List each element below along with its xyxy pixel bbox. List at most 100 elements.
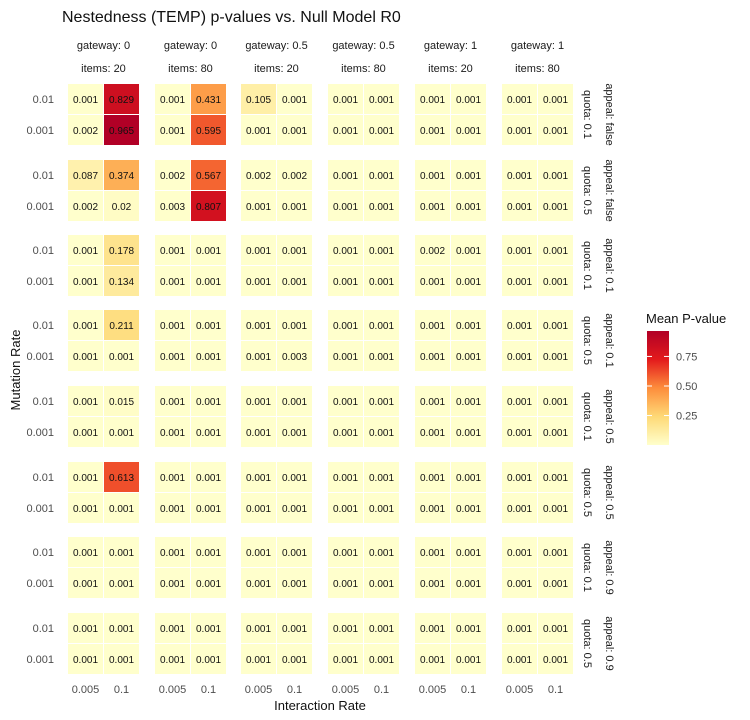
- heatmap-cell: [328, 160, 363, 190]
- cell-label: 0.001: [160, 428, 185, 439]
- heatmap-cell: [191, 462, 226, 492]
- heatmap-cell: [241, 310, 276, 340]
- cell-label: 0.001: [246, 548, 271, 559]
- cell-label: 0.001: [456, 202, 481, 213]
- facet-panel: 0.001 0.001 0.001 0.001: [328, 235, 399, 296]
- heatmap-cell: [155, 537, 190, 567]
- cell-label: 0.001: [282, 624, 307, 635]
- heatmap-cell: [155, 644, 190, 674]
- cell-label: 0.001: [73, 246, 98, 257]
- x-tick-label: 0.005: [506, 684, 534, 696]
- heatmap-cell: [364, 84, 399, 114]
- heatmap-cell: [241, 568, 276, 598]
- heatmap-cell: [502, 644, 537, 674]
- heatmap-cell: [277, 191, 312, 221]
- facet-panel: 0.001 0.001 0.001 0.001: [502, 462, 573, 523]
- y-tick-label: 0.01: [33, 472, 54, 484]
- heatmap-cell: [104, 386, 139, 416]
- heatmap-cell: [364, 613, 399, 643]
- facet-panel: 0.001 0.001 0.001 0.001: [241, 235, 312, 296]
- heatmap-cell: [241, 160, 276, 190]
- cell-label: 0.829: [109, 95, 134, 106]
- heatmap-cell: [328, 310, 363, 340]
- cell-label: 0.001: [543, 171, 568, 182]
- heatmap-cell: [538, 310, 573, 340]
- cell-label: 0.001: [507, 171, 532, 182]
- cell-label: 0.001: [160, 579, 185, 590]
- facet-panel: 0.001 0.001 0.001 0.001: [415, 462, 486, 523]
- cell-label: 0.002: [246, 171, 271, 182]
- heatmap-cell: [538, 115, 573, 145]
- cell-label: 0.001: [507, 321, 532, 332]
- heatmap-cell: [538, 341, 573, 371]
- cell-label: 0.105: [246, 95, 271, 106]
- x-tick-label: 0.1: [374, 684, 389, 696]
- heatmap-cell: [502, 417, 537, 447]
- legend-tick-label: 0.50: [676, 381, 697, 393]
- cell-label: 0.001: [196, 428, 221, 439]
- cell-label: 0.001: [333, 277, 358, 288]
- heatmap-cell: [68, 310, 103, 340]
- x-axis-title: Interaction Rate: [274, 698, 366, 713]
- x-tick-label: 0.1: [287, 684, 302, 696]
- heatmap-cell: [364, 341, 399, 371]
- cell-label: 0.001: [543, 579, 568, 590]
- heatmap-cell: [191, 310, 226, 340]
- heatmap-cell: [68, 493, 103, 523]
- y-tick-label: 0.01: [33, 396, 54, 408]
- cell-label: 0.001: [73, 352, 98, 363]
- cell-label: 0.001: [507, 352, 532, 363]
- cell-label: 0.001: [543, 624, 568, 635]
- heatmap-cell: [364, 160, 399, 190]
- cell-label: 0.001: [456, 352, 481, 363]
- cell-label: 0.001: [543, 202, 568, 213]
- facet-panel: 0.001 0.178 0.001 0.134: [68, 235, 139, 296]
- heatmap-cell: [277, 613, 312, 643]
- cell-label: 0.001: [333, 428, 358, 439]
- heatmap-cell: [538, 191, 573, 221]
- x-tick-label: 0.005: [245, 684, 273, 696]
- cell-label: 0.001: [109, 655, 134, 666]
- cell-label: 0.001: [196, 246, 221, 257]
- cell-label: 0.613: [109, 473, 134, 484]
- heatmap-cell: [191, 644, 226, 674]
- cell-label: 0.001: [543, 95, 568, 106]
- cell-label: 0.001: [543, 126, 568, 137]
- heatmap-cell: [191, 191, 226, 221]
- cell-label: 0.001: [282, 202, 307, 213]
- heatmap-cell: [415, 115, 450, 145]
- heatmap-cell: [415, 568, 450, 598]
- heatmap-cell: [538, 84, 573, 114]
- strip-label-quota: quota: 0.5: [581, 619, 593, 668]
- cell-label: 0.001: [507, 126, 532, 137]
- heatmap-cell: [104, 644, 139, 674]
- heatmap-cell: [451, 462, 486, 492]
- heatmap-cell: [502, 160, 537, 190]
- strip-label-gateway: gateway: 0.5: [245, 40, 307, 52]
- heatmap-cell: [241, 191, 276, 221]
- cell-label: 0.595: [196, 126, 221, 137]
- heatmap-cell: [502, 266, 537, 296]
- cell-label: 0.001: [507, 473, 532, 484]
- cell-label: 0.001: [73, 655, 98, 666]
- cell-label: 0.001: [160, 352, 185, 363]
- heatmap-cell: [364, 417, 399, 447]
- facet-panel: 0.001 0.001 0.001 0.001: [68, 613, 139, 674]
- facet-panel: 0.001 0.001 0.001 0.001: [241, 462, 312, 523]
- cell-label: 0.001: [282, 655, 307, 666]
- heatmap-cell: [241, 386, 276, 416]
- cell-label: 0.001: [160, 548, 185, 559]
- heatmap-cell: [415, 417, 450, 447]
- cell-label: 0.001: [282, 428, 307, 439]
- heatmap-cell: [191, 341, 226, 371]
- heatmap-cell: [328, 191, 363, 221]
- facet-panel: 0.002 0.001 0.001 0.001: [415, 235, 486, 296]
- heatmap-cell: [364, 493, 399, 523]
- y-tick-label: 0.001: [26, 351, 54, 363]
- facet-panel: 0.001 0.001 0.001 0.001: [415, 613, 486, 674]
- cell-label: 0.001: [282, 397, 307, 408]
- facet-panel: 0.001 0.001 0.001 0.001: [502, 537, 573, 598]
- y-tick-label: 0.01: [33, 94, 54, 106]
- cell-label: 0.001: [109, 579, 134, 590]
- cell-label: 0.001: [246, 624, 271, 635]
